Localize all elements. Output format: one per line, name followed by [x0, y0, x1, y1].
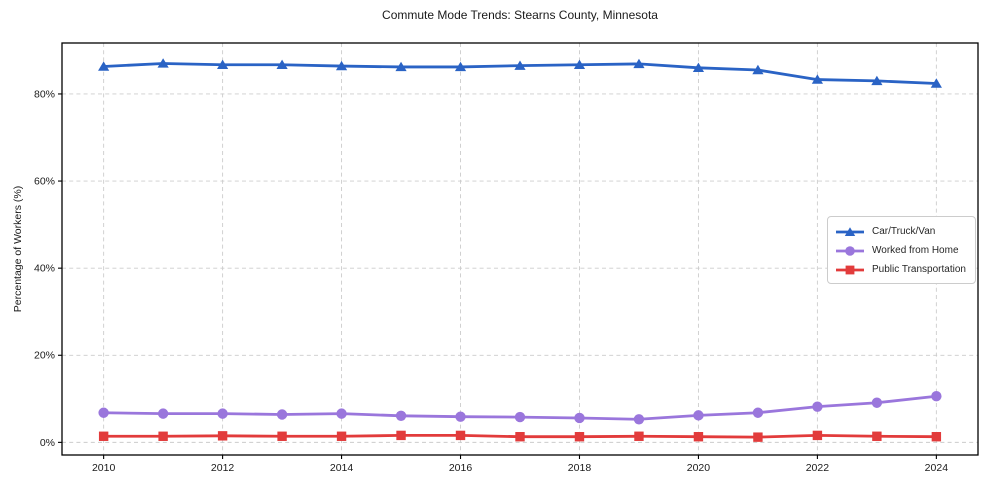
- triangle-marker: [573, 59, 586, 69]
- legend-square-sample: [836, 265, 864, 274]
- square-marker: [574, 432, 585, 442]
- square-marker: [753, 432, 763, 442]
- triangle-marker: [216, 59, 229, 69]
- y-tick-label: 20%: [34, 350, 55, 362]
- triangle-marker: [752, 64, 764, 75]
- legend-circle-sample: [836, 245, 864, 256]
- chart-title: Commute Mode Trends: Stearns County, Min…: [382, 8, 658, 22]
- circle-marker: [574, 412, 585, 424]
- square-marker: [634, 431, 644, 441]
- x-tick-label: 2016: [449, 462, 473, 474]
- triangle-marker: [633, 58, 645, 69]
- legend-label: Car/Truck/Van: [872, 226, 936, 237]
- x-tick-label: 2010: [92, 462, 116, 474]
- triangle-marker: [335, 60, 348, 71]
- square-marker: [931, 432, 942, 442]
- triangle-marker: [930, 78, 942, 88]
- square-marker: [396, 430, 406, 441]
- legend-label: Worked from Home: [872, 245, 959, 256]
- circle-marker: [395, 410, 407, 422]
- y-tick-label: 80%: [34, 88, 55, 100]
- square-marker: [872, 431, 882, 441]
- y-tick-label: 60%: [34, 176, 55, 188]
- circle-marker: [514, 411, 526, 423]
- circle-marker: [276, 409, 288, 420]
- x-tick-label: 2018: [568, 462, 592, 474]
- x-tick-label: 2020: [687, 462, 711, 474]
- legend-triangle-sample: [836, 226, 864, 236]
- plot-border: [61, 42, 979, 456]
- triangle-marker: [871, 75, 883, 86]
- circle-marker: [633, 414, 645, 425]
- circle-marker: [812, 401, 823, 412]
- circle-marker: [98, 407, 109, 418]
- square-marker: [217, 431, 228, 441]
- x-tick-label: 2022: [806, 462, 830, 474]
- y-tick-label: 0%: [40, 437, 55, 449]
- triangle-marker: [157, 58, 169, 68]
- triangle-marker: [395, 61, 407, 72]
- legend: Car/Truck/Van Worked from Home Public Tran…: [827, 216, 976, 284]
- circle-marker: [752, 407, 764, 418]
- triangle-marker: [692, 62, 705, 73]
- triangle-marker: [514, 60, 526, 70]
- x-tick-label: 2014: [330, 462, 354, 474]
- triangle-marker: [98, 61, 110, 71]
- triangle-marker: [276, 59, 288, 69]
- triangle-marker: [454, 61, 467, 72]
- circle-marker: [217, 408, 228, 419]
- square-marker: [98, 431, 109, 441]
- square-marker: [812, 430, 823, 441]
- legend-item: Worked from Home: [835, 241, 968, 260]
- legend-item: Public Transportation: [835, 260, 968, 279]
- circle-marker: [157, 408, 169, 419]
- square-marker: [158, 431, 168, 441]
- triangle-marker: [811, 74, 824, 84]
- square-marker: [693, 432, 704, 442]
- legend-item: Car/Truck/Van: [835, 222, 968, 241]
- circle-marker: [455, 411, 466, 422]
- square-marker: [455, 430, 466, 441]
- y-tick-label: 40%: [34, 263, 55, 275]
- circle-marker: [871, 397, 883, 408]
- square-marker: [515, 432, 525, 442]
- square-marker: [277, 431, 287, 441]
- circle-marker: [336, 408, 347, 419]
- circle-marker: [931, 391, 942, 402]
- x-tick-label: 2012: [211, 462, 235, 474]
- x-tick-label: 2024: [925, 462, 949, 474]
- square-marker: [336, 431, 347, 441]
- legend-label: Public Transportation: [872, 264, 966, 275]
- circle-marker: [693, 410, 704, 421]
